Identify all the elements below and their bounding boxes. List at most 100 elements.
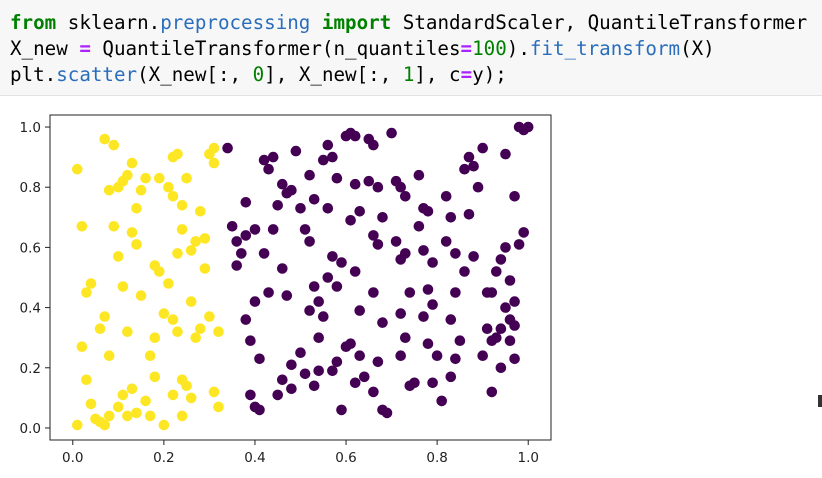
scatter-point-class_1-8 bbox=[245, 335, 256, 346]
scatter-point-class_1-84 bbox=[386, 127, 397, 139]
scatter-point-class_1-20 bbox=[272, 200, 284, 211]
scatter-point-class_1-141 bbox=[504, 314, 516, 325]
scatter-point-class_1-118 bbox=[445, 371, 457, 383]
scatter-point-class_0-11 bbox=[103, 410, 115, 422]
scatter-point-class_1-24 bbox=[286, 184, 297, 196]
scatter-point-class_0-14 bbox=[103, 350, 115, 361]
scatter-point-class_0-34 bbox=[140, 172, 151, 184]
scatter-point-class_0-59 bbox=[167, 389, 179, 401]
scatter-point-class_1-28 bbox=[277, 374, 288, 386]
scatter-point-class_0-53 bbox=[172, 248, 183, 259]
scatter-point-class_0-27 bbox=[126, 383, 138, 395]
scatter-point-class_1-137 bbox=[500, 242, 511, 253]
scatter-point-class_1-26 bbox=[281, 290, 293, 301]
scatter-point-class_0-23 bbox=[117, 281, 129, 292]
scatter-point-class_1-4 bbox=[236, 248, 247, 259]
scatter-point-class_0-0 bbox=[72, 163, 83, 175]
scatter-point-class_1-13 bbox=[263, 287, 274, 298]
scatter-point-class_0-43 bbox=[158, 308, 170, 319]
method-name: fit_transform bbox=[529, 37, 681, 60]
scatter-point-class_0-52 bbox=[176, 224, 188, 235]
scatter-point-class_1-68 bbox=[354, 350, 366, 361]
scatter-point-class_1-39 bbox=[308, 281, 320, 292]
scatter-point-class_1-47 bbox=[322, 139, 334, 151]
scatter-point-class_1-126 bbox=[477, 142, 489, 154]
x-tick-label: 0.8 bbox=[426, 450, 447, 466]
scatter-point-class_1-109 bbox=[436, 395, 448, 407]
x-tick-label: 0.6 bbox=[335, 450, 356, 466]
scatter-point-class_0-24 bbox=[126, 227, 138, 238]
scatter-point-class_0-5 bbox=[81, 374, 92, 386]
scatter-point-class_1-27 bbox=[286, 359, 297, 371]
scatter-point-class_1-142 bbox=[504, 335, 516, 346]
scatter-point-class_1-46 bbox=[318, 154, 329, 166]
scatter-point-class_1-70 bbox=[349, 377, 361, 389]
window-edge-marker bbox=[818, 395, 822, 407]
scatter-point-class_1-45 bbox=[308, 380, 320, 392]
scatter-point-class_1-22 bbox=[277, 178, 288, 190]
scatter-point-class_0-77 bbox=[213, 326, 224, 337]
scatter-point-class_0-44 bbox=[149, 332, 161, 343]
scatter-point-class_1-125 bbox=[472, 181, 484, 193]
scatter-point-class_0-49 bbox=[172, 148, 183, 160]
code-cell[interactable]: from sklearn.preprocessing import Standa… bbox=[0, 0, 822, 96]
code-line-scatter: plt.scatter(X_new[:, 0], X_new[:, 1], c=… bbox=[10, 62, 507, 88]
scatter-point-class_1-31 bbox=[295, 347, 306, 358]
module-name: preprocessing bbox=[160, 11, 311, 34]
scatter-point-class_1-11 bbox=[254, 404, 265, 416]
scatter-point-class_1-72 bbox=[368, 139, 379, 151]
number-literal: 1 bbox=[402, 63, 415, 86]
scatter-point-class_1-121 bbox=[468, 251, 479, 262]
scatter-point-class_1-83 bbox=[381, 407, 393, 419]
scatter-point-class_1-123 bbox=[463, 151, 475, 163]
scatter-point-class_0-45 bbox=[158, 419, 170, 431]
scatter-point-class_1-115 bbox=[450, 287, 461, 298]
scatter-point-class_1-75 bbox=[368, 230, 379, 241]
scatter-point-class_1-87 bbox=[400, 191, 411, 202]
scatter-point-class_1-100 bbox=[413, 221, 425, 232]
scatter-point-class_1-129 bbox=[491, 266, 502, 277]
scatter-point-class_0-2 bbox=[81, 287, 92, 298]
scatter-point-class_0-25 bbox=[131, 239, 142, 250]
operator: = bbox=[79, 37, 91, 60]
scatter-point-class_1-69 bbox=[359, 371, 370, 383]
scatter-point-class_1-103 bbox=[422, 284, 434, 295]
scatter-point-class_0-17 bbox=[103, 184, 115, 196]
scatter-point-class_1-105 bbox=[427, 299, 438, 310]
scatter-point-class_1-3 bbox=[240, 230, 252, 241]
scatter-point-class_0-75 bbox=[208, 386, 220, 398]
scatter-point-class_0-40 bbox=[144, 410, 156, 422]
scatter-point-class_1-90 bbox=[400, 248, 411, 259]
scatter-point-class_1-81 bbox=[368, 386, 379, 398]
scatter-point-class_1-145 bbox=[513, 239, 525, 250]
scatter-point-class_1-42 bbox=[313, 332, 325, 343]
scatter-point-class_1-36 bbox=[299, 224, 311, 235]
code-text: y); bbox=[472, 63, 507, 86]
scatter-point-class_1-79 bbox=[377, 317, 388, 328]
code-text: QuantileTransformer(n_quantiles bbox=[90, 37, 461, 60]
scatter-point-class_1-80 bbox=[372, 356, 384, 368]
scatter-point-class_1-147 bbox=[509, 296, 520, 307]
scatter-point-class_1-143 bbox=[495, 362, 507, 374]
output-area: 0.0 0.2 0.4 0.6 0.8 1.0 0.0 0.2 0.4 0.6 0.8 1.0 bbox=[0, 97, 822, 478]
scatter-point-class_0-6 bbox=[85, 398, 97, 410]
scatter-point-class_1-119 bbox=[459, 163, 470, 175]
scatter-point-class_1-76 bbox=[377, 212, 388, 223]
scatter-point-class_1-50 bbox=[322, 203, 334, 214]
scatter-point-class_1-111 bbox=[445, 212, 457, 223]
scatter-point-class_0-55 bbox=[163, 278, 174, 289]
scatter-point-class_0-51 bbox=[176, 200, 188, 211]
scatter-point-class_0-54 bbox=[181, 172, 192, 184]
scatter-point-class_1-62 bbox=[349, 178, 361, 190]
scatter-point-class_1-110 bbox=[440, 191, 452, 202]
scatter-point-class_1-130 bbox=[495, 254, 507, 265]
scatter-point-class_1-64 bbox=[354, 206, 366, 217]
scatter-point-class_0-37 bbox=[144, 350, 156, 361]
scatter-point-class_0-68 bbox=[195, 323, 206, 334]
scatter-point-class_1-117 bbox=[450, 353, 461, 365]
scatter-point-class_1-138 bbox=[504, 275, 516, 286]
x-tick-label: 0.0 bbox=[62, 450, 83, 466]
scatter-point-class_1-40 bbox=[313, 296, 325, 307]
scatter-plot: 0.0 0.2 0.4 0.6 0.8 1.0 0.0 0.2 0.4 0.6 0.8 1.0 bbox=[20, 114, 552, 466]
scatter-point-class_1-77 bbox=[372, 239, 384, 250]
